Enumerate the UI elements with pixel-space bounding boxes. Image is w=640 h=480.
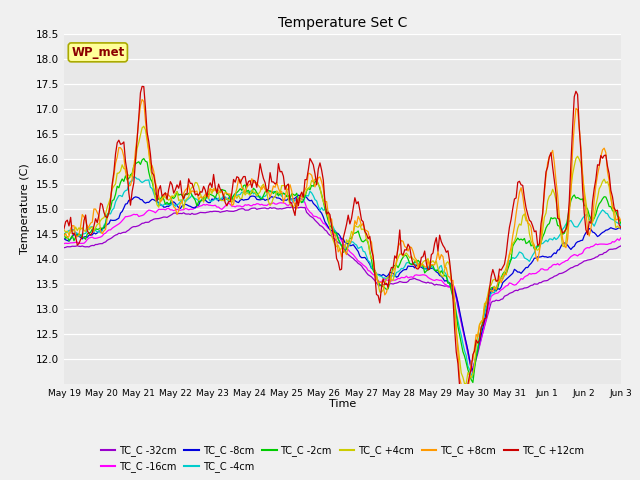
- TC_C +8cm: [617, 218, 625, 224]
- TC_C -2cm: [67, 236, 74, 241]
- TC_C +4cm: [374, 281, 382, 287]
- TC_C +8cm: [185, 181, 193, 187]
- TC_C +12cm: [525, 217, 533, 223]
- Title: Temperature Set C: Temperature Set C: [278, 16, 407, 30]
- TC_C -4cm: [185, 196, 193, 202]
- Line: TC_C -16cm: TC_C -16cm: [64, 199, 621, 368]
- TC_C +4cm: [140, 123, 148, 129]
- TC_C +4cm: [525, 231, 533, 237]
- TC_C -4cm: [617, 223, 625, 228]
- TC_C -8cm: [183, 202, 191, 208]
- TC_C -16cm: [183, 206, 191, 212]
- Y-axis label: Temperature (C): Temperature (C): [20, 163, 30, 254]
- Legend: TC_C -32cm, TC_C -16cm, TC_C -8cm, TC_C -4cm, TC_C -2cm, TC_C +4cm, TC_C +8cm, T: TC_C -32cm, TC_C -16cm, TC_C -8cm, TC_C …: [97, 442, 588, 476]
- TC_C -4cm: [519, 251, 527, 257]
- TC_C -16cm: [67, 240, 74, 246]
- TC_C +4cm: [617, 225, 625, 230]
- TC_C +8cm: [60, 233, 68, 239]
- TC_C +8cm: [228, 203, 236, 208]
- TC_C +12cm: [67, 215, 74, 220]
- TC_C -4cm: [469, 375, 477, 381]
- TC_C +8cm: [519, 193, 527, 199]
- Line: TC_C +12cm: TC_C +12cm: [64, 86, 621, 396]
- Line: TC_C -8cm: TC_C -8cm: [64, 195, 621, 370]
- TC_C -2cm: [617, 220, 625, 226]
- Line: TC_C -4cm: TC_C -4cm: [64, 177, 621, 378]
- TC_C +12cm: [374, 293, 382, 299]
- TC_C -8cm: [227, 196, 234, 202]
- TC_C +12cm: [459, 393, 467, 399]
- TC_C +8cm: [461, 396, 468, 402]
- TC_C +8cm: [374, 280, 382, 286]
- TC_C +12cm: [519, 182, 527, 188]
- TC_C +4cm: [67, 229, 74, 235]
- TC_C -32cm: [469, 370, 477, 376]
- TC_C -8cm: [374, 272, 382, 277]
- Line: TC_C -32cm: TC_C -32cm: [64, 207, 621, 373]
- TC_C -4cm: [67, 228, 74, 233]
- TC_C -4cm: [228, 195, 236, 201]
- TC_C -2cm: [228, 196, 236, 202]
- TC_C -2cm: [185, 191, 193, 196]
- TC_C -8cm: [67, 236, 74, 242]
- TC_C -2cm: [525, 238, 533, 243]
- TC_C -32cm: [183, 211, 191, 217]
- TC_C -2cm: [374, 279, 382, 285]
- TC_C +4cm: [60, 227, 68, 233]
- TC_C -2cm: [469, 380, 477, 385]
- TC_C +8cm: [67, 226, 74, 231]
- TC_C -8cm: [525, 262, 533, 268]
- TC_C -16cm: [525, 271, 533, 276]
- Line: TC_C +4cm: TC_C +4cm: [64, 126, 621, 384]
- X-axis label: Time: Time: [329, 399, 356, 409]
- TC_C -16cm: [227, 202, 234, 207]
- TC_C +8cm: [138, 96, 146, 102]
- TC_C +4cm: [228, 200, 236, 205]
- TC_C -8cm: [60, 236, 68, 241]
- TC_C -8cm: [469, 367, 477, 373]
- TC_C -32cm: [525, 284, 533, 289]
- TC_C -32cm: [288, 204, 296, 210]
- TC_C -16cm: [469, 365, 477, 371]
- Line: TC_C -2cm: TC_C -2cm: [64, 158, 621, 383]
- TC_C +4cm: [461, 381, 468, 387]
- TC_C +4cm: [185, 194, 193, 200]
- TC_C -32cm: [227, 208, 234, 214]
- TC_C -16cm: [374, 278, 382, 284]
- TC_C -2cm: [140, 156, 148, 161]
- TC_C -16cm: [60, 240, 68, 246]
- Text: WP_met: WP_met: [71, 46, 125, 59]
- TC_C -8cm: [617, 226, 625, 232]
- TC_C -32cm: [374, 282, 382, 288]
- TC_C -8cm: [294, 192, 302, 198]
- TC_C +4cm: [519, 213, 527, 219]
- TC_C -16cm: [519, 276, 527, 282]
- TC_C -32cm: [67, 244, 74, 250]
- TC_C -2cm: [519, 237, 527, 243]
- TC_C -16cm: [296, 196, 304, 202]
- Line: TC_C +8cm: TC_C +8cm: [64, 99, 621, 399]
- TC_C -16cm: [617, 235, 625, 241]
- TC_C +12cm: [185, 176, 193, 182]
- TC_C -4cm: [374, 272, 382, 278]
- TC_C -4cm: [130, 174, 138, 180]
- TC_C -4cm: [525, 259, 533, 264]
- TC_C -32cm: [60, 245, 68, 251]
- TC_C -2cm: [60, 231, 68, 237]
- TC_C -32cm: [519, 286, 527, 292]
- TC_C -8cm: [519, 268, 527, 274]
- TC_C +12cm: [60, 226, 68, 231]
- TC_C -32cm: [617, 243, 625, 249]
- TC_C +12cm: [617, 225, 625, 230]
- TC_C +12cm: [138, 84, 146, 89]
- TC_C +8cm: [525, 221, 533, 227]
- TC_C +12cm: [228, 190, 236, 195]
- TC_C -4cm: [60, 232, 68, 238]
